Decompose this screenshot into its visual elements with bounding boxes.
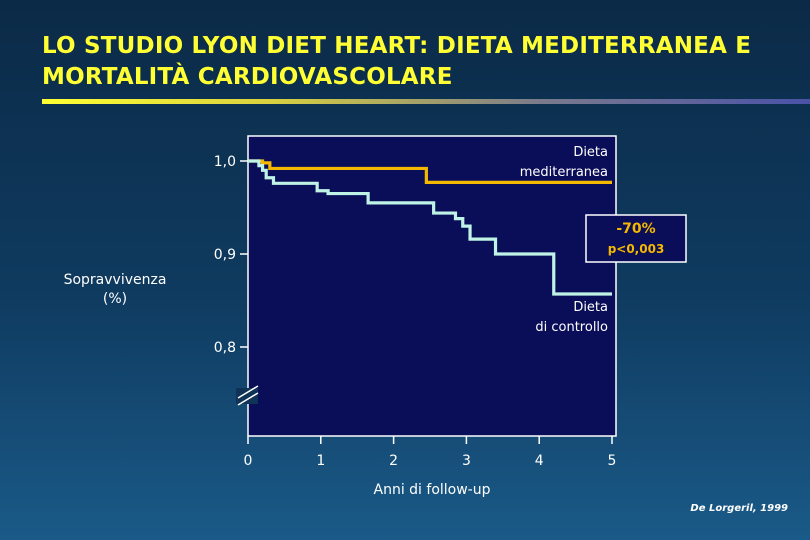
stat-annotation-box — [585, 214, 687, 263]
y-tick-label: 0,8 — [214, 340, 236, 356]
x-tick-label: 3 — [462, 453, 471, 469]
reduction-value: -70% — [616, 221, 655, 237]
series-labels: Dieta mediterranea Dieta di controllo — [520, 145, 608, 335]
slide-title: LO STUDIO LYON DIET HEART: DIETA MEDITER… — [42, 33, 752, 90]
mediterranean-diet-label: mediterranea — [520, 165, 608, 180]
control-diet-line — [248, 159, 612, 296]
x-axis-label: Anni di follow-up — [374, 482, 491, 498]
mediterranean-diet-label: Dieta — [573, 145, 608, 160]
x-tick-label: 2 — [389, 453, 398, 469]
y-tick-label: 1,0 — [214, 154, 236, 170]
series-lines — [248, 159, 612, 296]
control-diet-label: Dieta — [573, 300, 608, 315]
x-tick-label: 0 — [244, 453, 253, 469]
y-axis-label: Sopravvivenza (%) — [64, 272, 167, 307]
y-tick-label: 0,9 — [214, 247, 236, 263]
x-tick-label: 5 — [608, 453, 617, 469]
x-tick-label: 4 — [535, 453, 544, 469]
y-axis-ticks: 1,0 0,9 0,8 — [214, 154, 248, 356]
citation: De Lorgeril, 1999 — [690, 503, 788, 514]
p-value: p<0,003 — [608, 242, 665, 256]
x-axis-ticks: 0 1 2 3 4 5 — [244, 436, 617, 469]
mediterranean-diet-line — [248, 159, 612, 184]
x-tick-label: 1 — [316, 453, 325, 469]
y-axis-break-mark — [236, 385, 259, 406]
title-underline — [42, 99, 810, 104]
control-diet-label: di controllo — [535, 320, 608, 335]
stat-annotation: -70% p<0,003 — [585, 214, 687, 263]
